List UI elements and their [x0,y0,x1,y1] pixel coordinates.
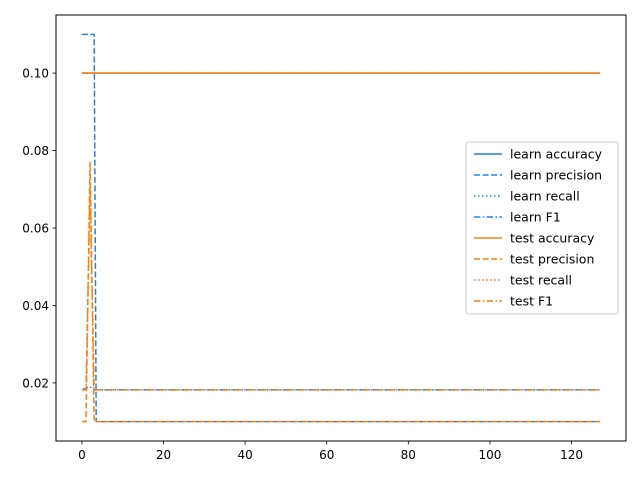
x-tick-label: 40 [237,448,252,462]
y-tick-label: 0.04 [22,299,49,313]
x-tick-label: 0 [78,448,86,462]
legend-label-learn-f1: learn F1 [510,210,561,225]
legend-label-test-recall: test recall [510,273,572,288]
x-tick-label: 80 [401,448,416,462]
legend-label-test-f1: test F1 [510,294,553,309]
legend: learn accuracy learn precision learn recal… [465,141,619,315]
legend-label-learn-precision: learn precision [510,168,602,183]
legend-label-test-precision: test precision [510,252,594,267]
legend-label-learn-accuracy: learn accuracy [510,147,603,162]
series-layer [81,33,601,423]
y-axis: 0.02 0.04 0.06 0.08 0.10 [22,67,56,390]
y-tick-label: 0.06 [22,222,49,236]
legend-box [465,141,619,315]
legend-label-learn-recall: learn recall [510,189,580,204]
series-line-test-f1 [81,188,601,391]
x-axis: 0 20 40 60 80 100 120 [78,441,583,462]
y-tick-label: 0.10 [22,67,49,81]
y-tick-label: 0.02 [22,376,49,390]
x-tick-label: 60 [319,448,334,462]
x-tick-label: 20 [156,448,171,462]
legend-label-test-accuracy: test accuracy [510,231,595,246]
series-line-test-precision [81,161,601,423]
y-tick-label: 0.08 [22,144,49,158]
x-tick-label: 100 [478,448,501,462]
x-tick-label: 120 [560,448,583,462]
